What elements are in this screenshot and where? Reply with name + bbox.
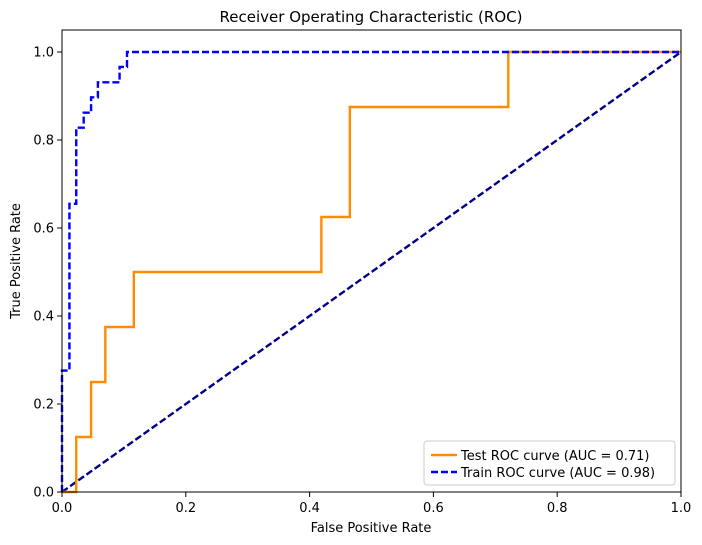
y-ticks: 0.0 0.2 0.4 0.6 0.8 1.0 <box>33 46 62 501</box>
legend-box <box>423 440 676 486</box>
chart-title: Receiver Operating Characteristic (ROC) <box>220 8 523 26</box>
plot-area <box>62 30 681 492</box>
series-line-test <box>62 50 681 494</box>
x-axis-label: False Positive Rate <box>311 521 432 536</box>
x-tick-label: 0.4 <box>299 501 320 516</box>
plot-frame <box>61 29 682 493</box>
x-tick-label: 0.6 <box>423 501 444 516</box>
legend-label-train: Train ROC curve (AUC = 0.98) <box>460 466 655 481</box>
y-axis-label: True Positive Rate <box>9 203 24 320</box>
y-tick-label: 1.0 <box>33 46 54 61</box>
y-tick-label: 0.0 <box>33 486 54 501</box>
x-tick-label: 0.2 <box>175 501 196 516</box>
y-tick-label: 0.4 <box>33 310 54 325</box>
x-ticks: 0.0 0.2 0.4 0.6 0.8 1.0 <box>52 492 692 516</box>
series-line-chance <box>61 51 682 493</box>
x-tick-label: 0.8 <box>547 501 568 516</box>
series-layer <box>60 50 682 494</box>
legend-label-test: Test ROC curve (AUC = 0.71) <box>460 449 650 464</box>
x-tick-label: 1.0 <box>671 501 692 516</box>
series-line-train <box>60 50 681 492</box>
y-tick-label: 0.2 <box>33 398 54 413</box>
y-tick-label: 0.8 <box>33 134 54 149</box>
x-tick-label: 0.0 <box>52 501 73 516</box>
y-tick-label: 0.6 <box>33 222 54 237</box>
legend: Test ROC curve (AUC = 0.71) Train ROC cu… <box>423 440 676 486</box>
